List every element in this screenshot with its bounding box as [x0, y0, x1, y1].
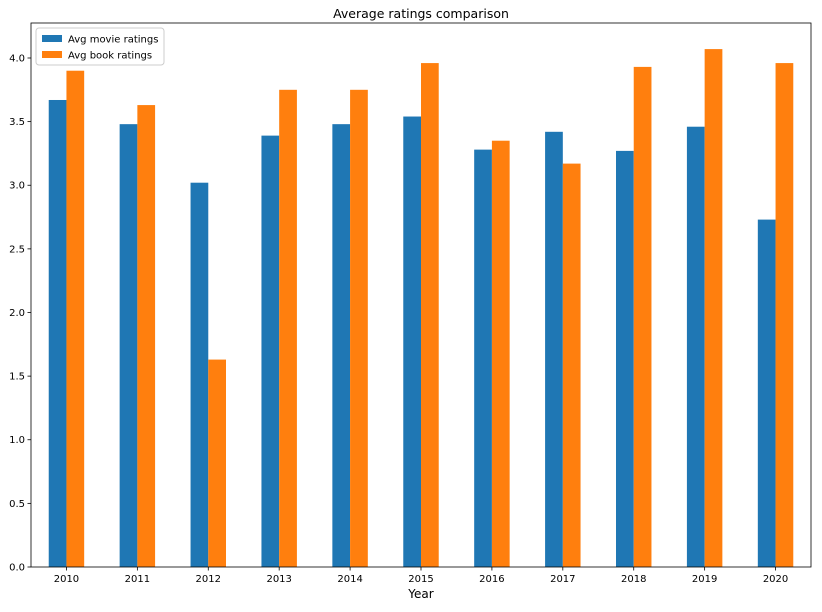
bar-book-2019 — [704, 49, 723, 567]
x-tick-label-2020: 2020 — [763, 574, 788, 585]
legend-label: Avg book ratings — [68, 51, 152, 62]
y-tick-label: 0.5 — [9, 499, 25, 510]
x-tick-label-2010: 2010 — [54, 574, 79, 585]
bar-book-2017 — [562, 163, 581, 568]
x-tick-label-2016: 2016 — [479, 574, 504, 585]
x-tick-label-2013: 2013 — [266, 574, 291, 585]
axes-layer: 2010 2011 2012 2013 2014 2015 2016 2017 2018 2019… — [9, 22, 812, 585]
bar-movie-2011 — [119, 124, 138, 567]
bar-movie-2012 — [190, 182, 209, 567]
bar-movie-2010 — [48, 99, 67, 568]
y-tick-label: 2.0 — [9, 308, 25, 319]
bar-movie-2019 — [686, 126, 705, 568]
y-tick-label: 4.0 — [9, 53, 25, 64]
legend-label: Avg movie ratings — [68, 35, 158, 46]
legend-swatch — [42, 35, 62, 42]
bar-book-2011 — [137, 105, 156, 567]
y-tick-label: 2.5 — [9, 244, 25, 255]
bar-movie-2015 — [403, 116, 421, 567]
x-tick-label-2012: 2012 — [196, 574, 221, 585]
y-tick-label: 3.0 — [9, 181, 25, 192]
y-tick-label: 1.5 — [9, 372, 25, 383]
bar-movie-2017 — [545, 131, 563, 568]
bar-book-2012 — [208, 359, 226, 567]
bar-movie-2016 — [474, 149, 492, 567]
x-tick-label-2014: 2014 — [337, 574, 362, 585]
bar-movie-2014 — [332, 124, 351, 567]
x-tick-label-2018: 2018 — [621, 574, 646, 585]
y-tick-label: 0.0 — [9, 563, 25, 574]
x-tick-label-2015: 2015 — [408, 574, 433, 585]
x-tick-label-2017: 2017 — [550, 574, 575, 585]
bar-book-2010 — [66, 70, 85, 567]
x-tick-label-2019: 2019 — [692, 574, 717, 585]
bar-book-2014 — [350, 89, 368, 567]
bar-book-2015 — [421, 63, 439, 567]
x-axis-label: Year — [407, 587, 433, 601]
legend-swatch — [42, 51, 62, 58]
bar-book-2018 — [633, 66, 652, 568]
bar-movie-2013 — [261, 135, 280, 567]
bar-book-2013 — [279, 89, 297, 567]
plot-frame — [30, 22, 812, 568]
bar-movie-2020 — [757, 219, 776, 567]
y-tick-label: 3.5 — [9, 117, 25, 128]
bar-book-2016 — [491, 140, 510, 567]
legend-box — [35, 27, 165, 66]
legend: Avg movie ratings Avg book ratings — [35, 27, 165, 66]
bar-book-2020 — [775, 63, 794, 567]
bars-layer — [48, 49, 794, 568]
bar-movie-2018 — [616, 150, 634, 567]
y-tick-label: 1.0 — [9, 435, 25, 446]
chart-title: Average ratings comparison — [333, 6, 509, 21]
x-tick-label-2011: 2011 — [125, 574, 150, 585]
